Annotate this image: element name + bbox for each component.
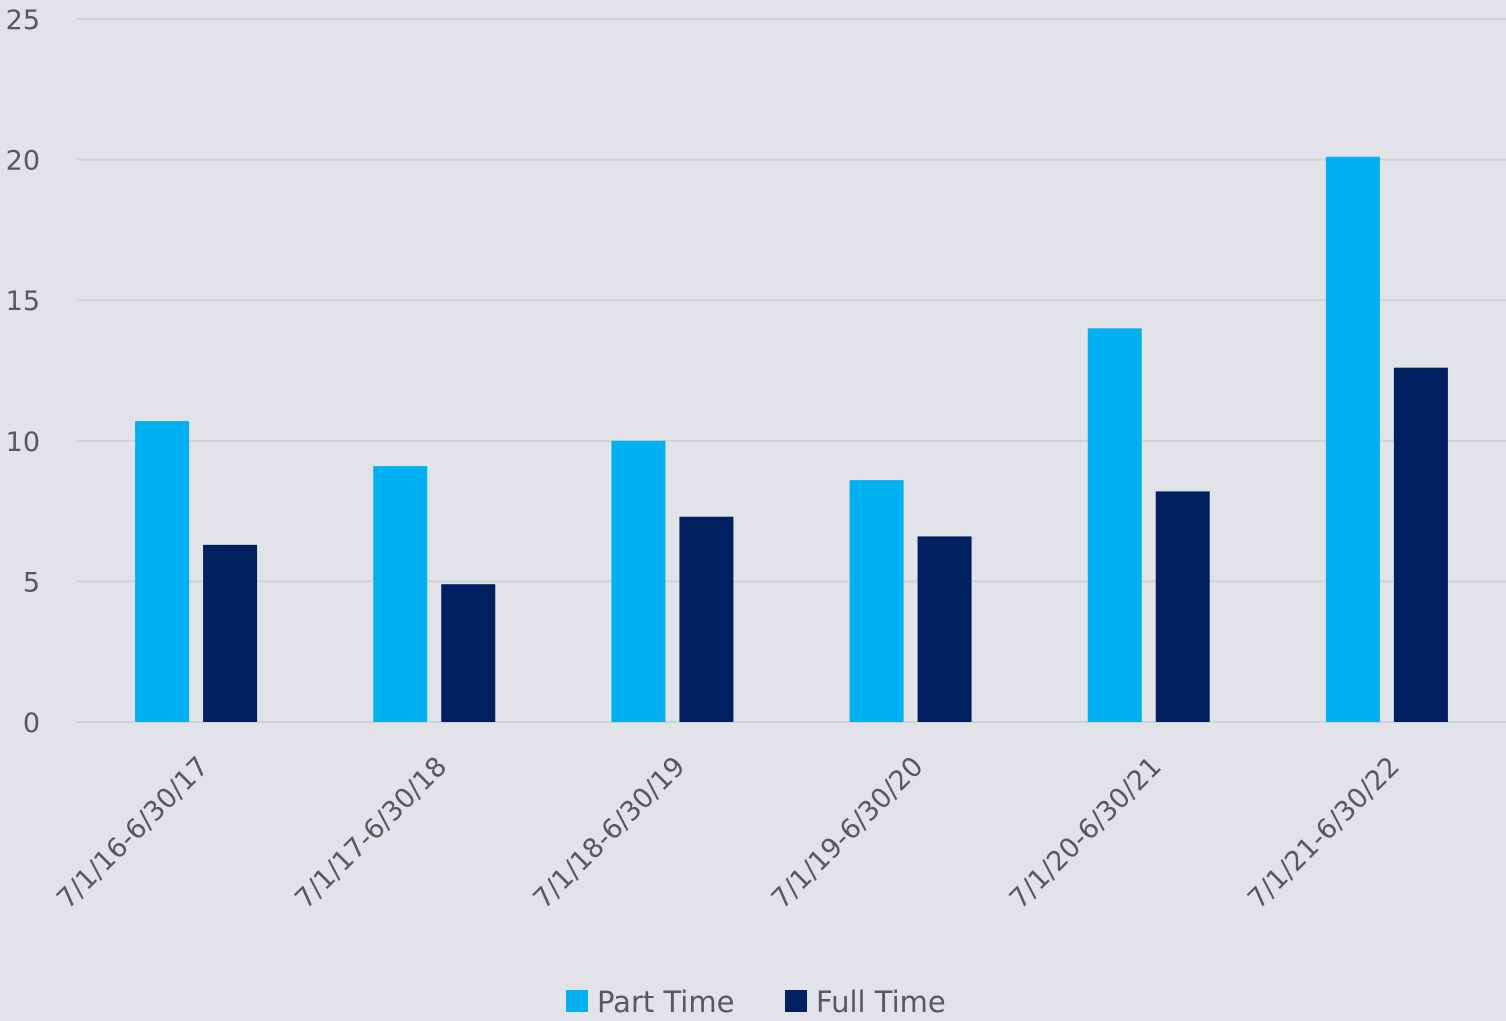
bar-part-time [1325, 156, 1380, 723]
y-tick-label: 20 [6, 146, 40, 177]
x-tick-label: 7/1/19-6/30/20 [766, 751, 930, 915]
bar-full-time [1393, 367, 1448, 722]
y-tick-label: 0 [23, 708, 40, 739]
bars [135, 156, 1448, 723]
x-tick-label: 7/1/18-6/30/19 [528, 751, 692, 915]
legend: Part Time Full Time [566, 985, 946, 1019]
x-tick-label: 7/1/20-6/30/21 [1004, 751, 1168, 915]
bar-full-time [917, 536, 972, 722]
x-tick-label: 7/1/21-6/30/22 [1242, 751, 1406, 915]
legend-label-full-time: Full Time [816, 985, 946, 1019]
legend-swatch-full-time [785, 990, 807, 1012]
x-tick-label: 7/1/16-6/30/17 [51, 751, 215, 915]
y-tick-label: 25 [6, 5, 40, 36]
y-tick-label: 5 [23, 567, 40, 598]
bar-full-time [203, 544, 258, 722]
y-tick-label: 15 [6, 286, 40, 317]
bar-full-time [1155, 491, 1210, 722]
x-tick-label: 7/1/17-6/30/18 [289, 751, 453, 915]
gridlines [77, 18, 1506, 723]
bar-part-time [849, 480, 904, 722]
y-tick-label: 10 [6, 427, 40, 458]
legend-label-part-time: Part Time [597, 985, 734, 1019]
bar-full-time [679, 516, 734, 722]
y-axis: 0 5 10 15 20 25 [6, 5, 40, 739]
bar-part-time [373, 466, 428, 722]
bar-part-time [611, 440, 666, 722]
bar-part-time [135, 421, 190, 722]
legend-swatch-part-time [566, 990, 588, 1012]
bar-part-time [1087, 328, 1142, 722]
bar-full-time [441, 584, 496, 722]
x-axis: 7/1/16-6/30/17 7/1/17-6/30/18 7/1/18-6/30/… [51, 751, 1406, 915]
